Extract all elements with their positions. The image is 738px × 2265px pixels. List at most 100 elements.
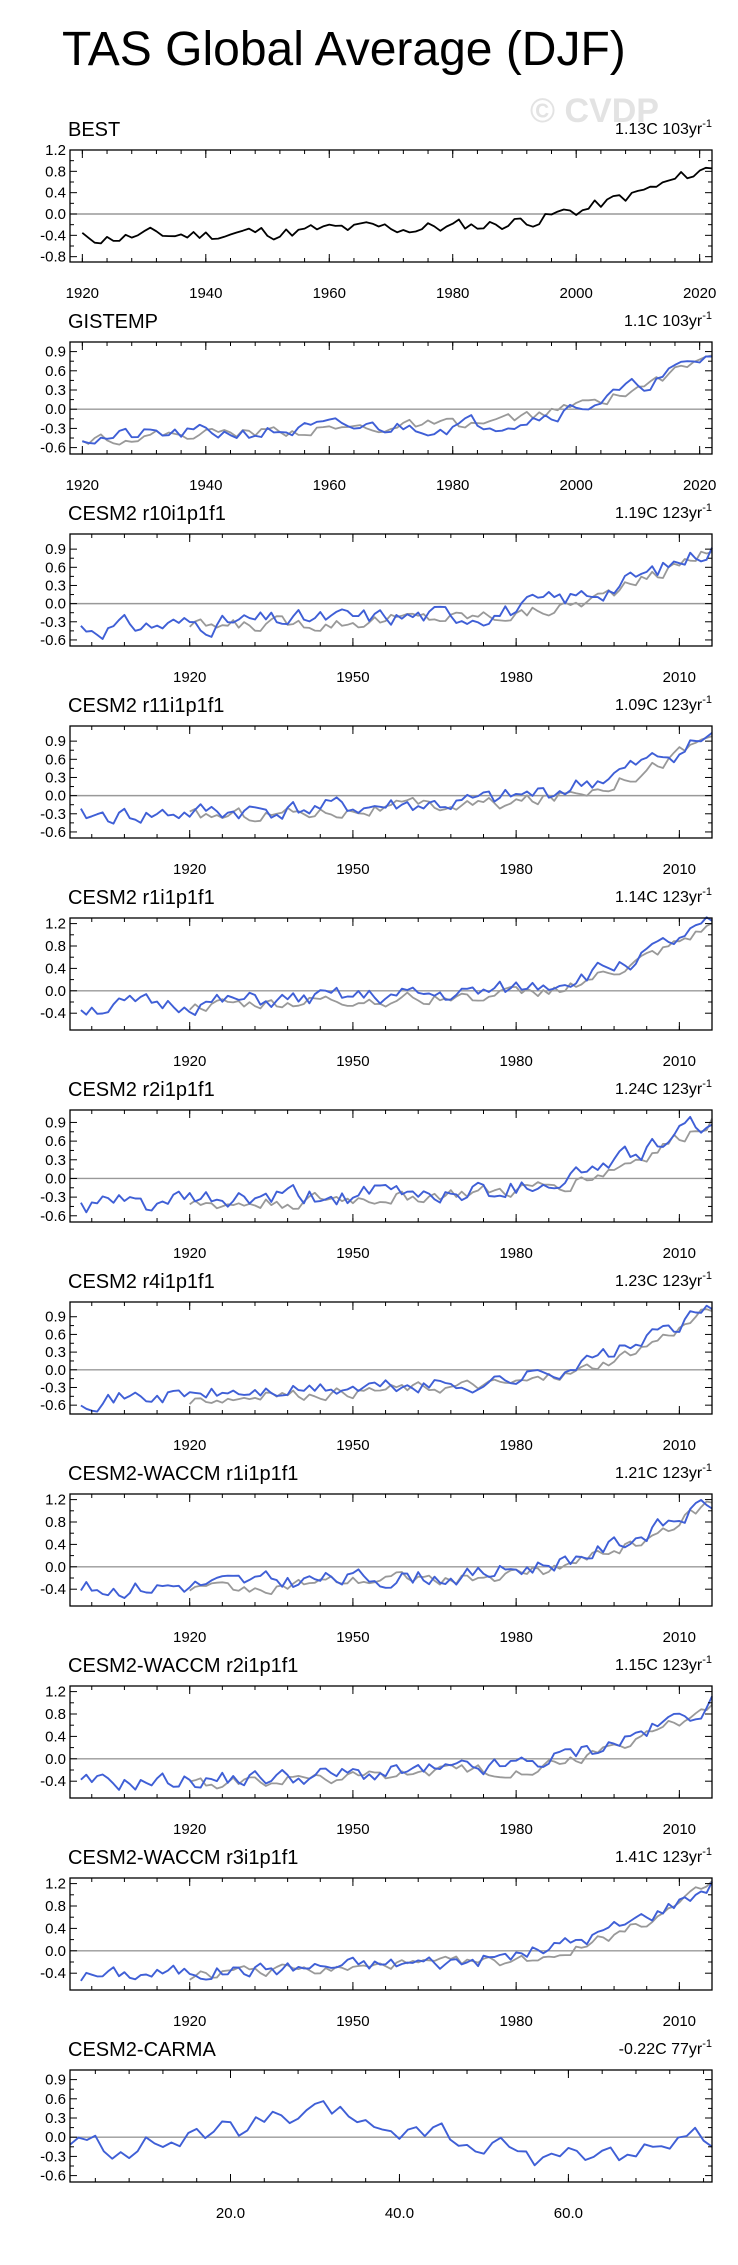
y-tick-label: 0.6 (45, 1133, 66, 1150)
plot-frame (69, 917, 713, 1031)
trend-exponent: -1 (702, 694, 712, 706)
x-tick-label: 1950 (336, 669, 369, 686)
x-tick-label: 1980 (499, 1629, 532, 1646)
model-series-line (80, 916, 713, 1016)
chart-title: CESM2 r10i1p1f1 (68, 503, 226, 525)
y-tick-label: -0.4 (40, 1005, 66, 1022)
chart-panel-9: CESM2-WACCM r2i1p1f1 1.15C 123yr-1 -0.4 0.0… (40, 1654, 713, 1838)
chart-panel-3: CESM2 r10i1p1f1 1.19C 123yr-1 -0.6-0.30.0 0… (40, 502, 713, 686)
trend-value: 1.24C 123yr (615, 1081, 703, 1098)
chart-title: CESM2-WACCM r1i1p1f1 (68, 1463, 298, 1485)
trend-label: 1.14C 123yr-1 (615, 886, 712, 906)
x-tick-label: 1920 (66, 477, 99, 494)
x-tick-label: 1950 (336, 1437, 369, 1454)
trend-value: 1.21C 123yr (615, 1465, 703, 1482)
chart-panel-1: BEST 1.13C 103yr-1 -0.8 -0.4 0.0 0.4 0.8 1.2 192… (40, 118, 716, 302)
chart-title: CESM2-WACCM r2i1p1f1 (68, 1655, 298, 1677)
obs-series-line (81, 166, 713, 245)
x-tick-label: 1940 (189, 285, 222, 302)
x-tick-label: 2010 (663, 1437, 696, 1454)
plot-frame (69, 149, 713, 263)
y-tick-label: 0.9 (45, 541, 66, 558)
x-tick-label: 1950 (336, 1821, 369, 1838)
x-tick-label: 2010 (663, 2013, 696, 2030)
trend-value: 1.41C 123yr (615, 1849, 703, 1866)
x-tick-label: 1980 (499, 2013, 532, 2030)
model-series-line (80, 1881, 713, 1982)
y-tick-label: 0.8 (45, 163, 66, 180)
y-tick-label: 0.3 (45, 1344, 66, 1361)
chart-panel-4: CESM2 r11i1p1f1 1.09C 123yr-1 -0.6-0.30.0 0… (40, 694, 713, 878)
x-tick-label: 2010 (663, 669, 696, 686)
x-tick-label: 2010 (663, 1053, 696, 1070)
trend-label: 1.13C 103yr-1 (615, 118, 712, 138)
trend-exponent: -1 (702, 1270, 712, 1282)
y-tick-label: -0.6 (40, 1208, 66, 1225)
x-tick-label: 1980 (436, 285, 469, 302)
model-series-line (80, 1695, 713, 1791)
x-tick-label: 1980 (499, 861, 532, 878)
y-tick-label: 0.4 (45, 1728, 66, 1745)
y-tick-label: 0.0 (45, 1559, 66, 1576)
y-tick-label: -0.6 (40, 440, 66, 457)
y-tick-label: -0.4 (40, 1773, 66, 1790)
x-tick-label: 1920 (173, 861, 206, 878)
x-tick-label: 1960 (313, 477, 346, 494)
obs-overlay-line (81, 354, 713, 446)
x-tick-label: 1960 (313, 285, 346, 302)
y-tick-label: 0.3 (45, 382, 66, 399)
y-tick-label: 0.4 (45, 1920, 66, 1937)
x-tick-label: 1950 (336, 1629, 369, 1646)
trend-label: 1.21C 123yr-1 (615, 1462, 712, 1482)
trend-value: -0.22C 77yr (619, 2041, 703, 2058)
chart-title: CESM2-CARMA (68, 2039, 216, 2061)
y-tick-label: 0.0 (45, 596, 66, 613)
y-tick-label: 0.0 (45, 401, 66, 418)
x-tick-label: 1920 (173, 669, 206, 686)
trend-exponent: -1 (702, 1654, 712, 1666)
trend-value: 1.14C 123yr (615, 889, 703, 906)
x-tick-label: 20.0 (216, 2205, 245, 2222)
x-tick-label: 2020 (683, 477, 716, 494)
y-tick-label: -0.4 (40, 1581, 66, 1598)
x-tick-label: 2000 (560, 285, 593, 302)
plot-frame (69, 341, 713, 455)
chart-panel-7: CESM2 r4i1p1f1 1.23C 123yr-1-0.6-0.30.00.… (40, 1270, 713, 1454)
model-series-line (82, 355, 713, 445)
x-tick-label: 60.0 (554, 2205, 583, 2222)
y-tick-label: 0.0 (45, 206, 66, 223)
trend-value: 1.13C 103yr (615, 121, 703, 138)
trend-value: 1.19C 123yr (615, 505, 703, 522)
trend-label: 1.09C 123yr-1 (615, 694, 712, 714)
y-tick-label: 0.9 (45, 1309, 66, 1326)
plot-frame (69, 725, 713, 839)
obs-overlay-line (189, 922, 713, 1012)
x-tick-label: 1950 (336, 2013, 369, 2030)
x-tick-label: 1920 (173, 1629, 206, 1646)
x-tick-label: 1980 (499, 669, 532, 686)
y-tick-label: 1.2 (45, 1492, 66, 1509)
y-tick-label: 0.3 (45, 2110, 66, 2127)
y-tick-label: 0.4 (45, 1536, 66, 1553)
y-tick-label: 1.2 (45, 916, 66, 933)
trend-label: 1.15C 123yr-1 (615, 1654, 712, 1674)
y-tick-label: -0.3 (40, 420, 66, 437)
chart-panel-6: CESM2 r2i1p1f1 1.24C 123yr-1-0.6-0.30.00.… (40, 1078, 713, 1262)
model-series-line (69, 2100, 713, 2167)
x-tick-label: 2010 (663, 1245, 696, 1262)
y-tick-label: 0.3 (45, 1152, 66, 1169)
trend-label: -0.22C 77yr-1 (619, 2038, 712, 2058)
x-tick-label: 1920 (173, 2013, 206, 2030)
trend-exponent: -1 (702, 1846, 712, 1858)
trend-exponent: -1 (702, 310, 712, 322)
y-tick-label: 0.0 (45, 983, 66, 1000)
x-tick-label: 2020 (683, 285, 716, 302)
obs-overlay-line (189, 1880, 713, 1981)
y-tick-label: 0.0 (45, 788, 66, 805)
y-tick-label: 0.3 (45, 577, 66, 594)
y-tick-label: 0.6 (45, 559, 66, 576)
x-tick-label: 1980 (499, 1245, 532, 1262)
chart-panel-5: CESM2 r1i1p1f1 1.14C 123yr-1 -0.4 0.0 0.4 0.8… (40, 886, 713, 1070)
y-tick-label: 0.9 (45, 2072, 66, 2089)
y-tick-label: -0.6 (40, 1397, 66, 1414)
